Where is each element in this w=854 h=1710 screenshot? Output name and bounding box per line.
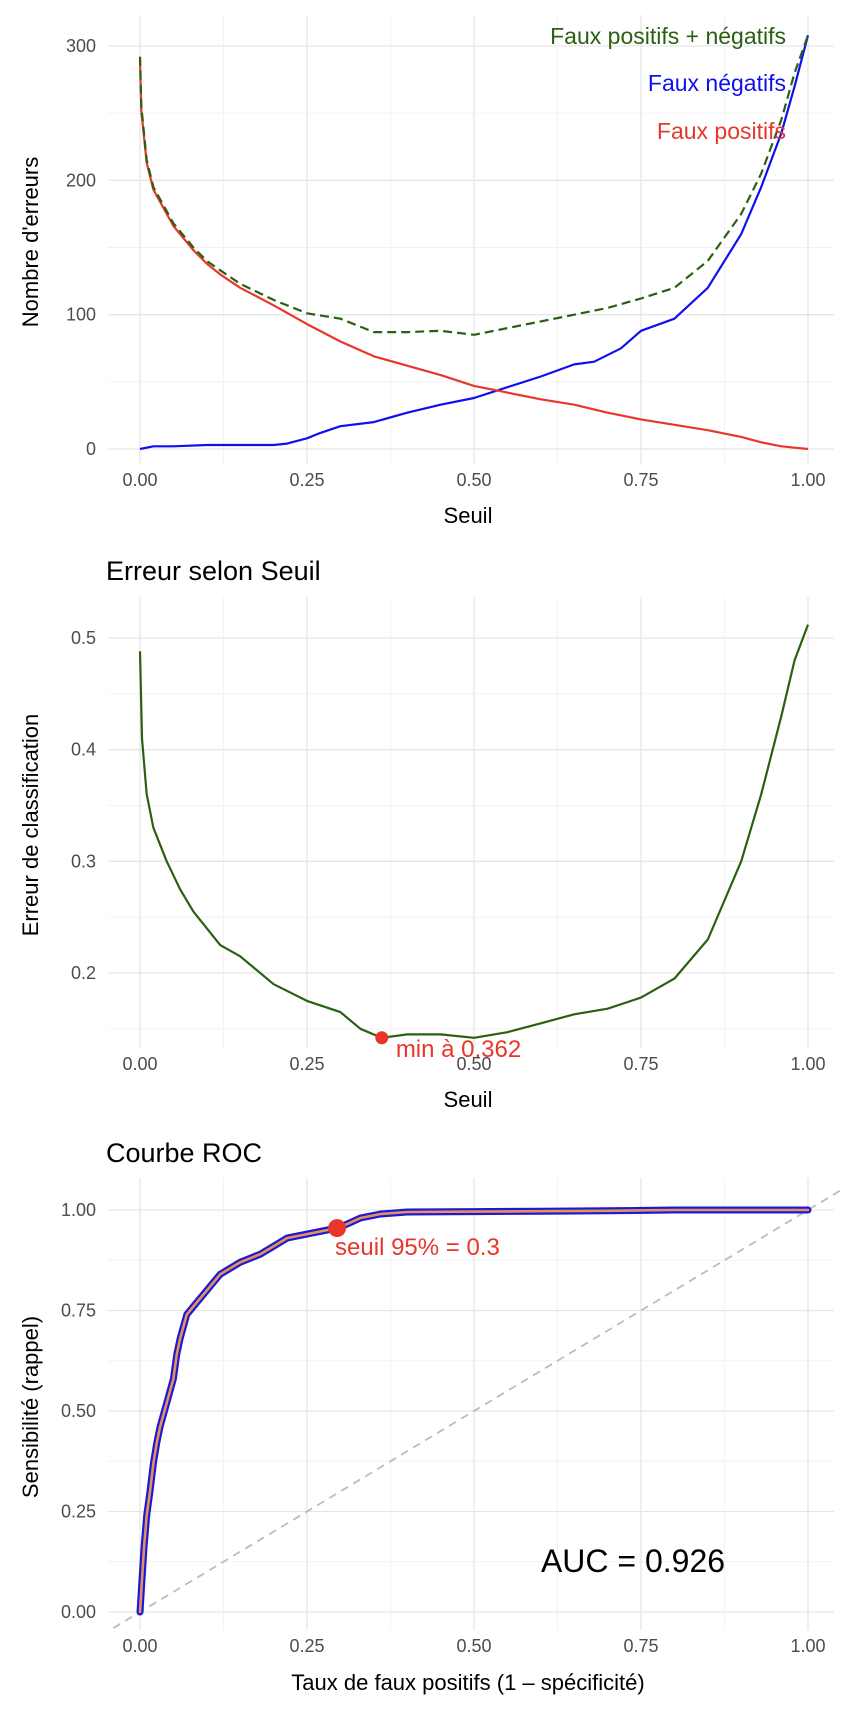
panel2-xlabel: Seuil [444, 1087, 493, 1112]
y-tick-label: 0.3 [71, 851, 96, 871]
panel1-ylabel: Nombre d'erreurs [18, 157, 43, 327]
x-tick-label: 1.00 [790, 1636, 825, 1656]
y-tick-label: 0.00 [61, 1602, 96, 1622]
panel1-ticks: 0.00 0.25 0.50 0.75 1.00 0 100 200 300 [66, 36, 826, 490]
panel1-grid [108, 15, 834, 465]
y-tick-label: 100 [66, 305, 96, 325]
y-tick-label: 0.4 [71, 740, 96, 760]
x-tick-label: 1.00 [790, 470, 825, 490]
panel1-xlabel: Seuil [444, 503, 493, 528]
y-tick-label: 0.2 [71, 963, 96, 983]
y-tick-label: 0.25 [61, 1502, 96, 1522]
x-tick-label: 0.00 [122, 1054, 157, 1074]
errors-count-panel: 0.00 0.25 0.50 0.75 1.00 0 100 200 300 Faux posi… [18, 15, 834, 528]
threshold-point [328, 1219, 347, 1238]
y-tick-label: 0.50 [61, 1401, 96, 1421]
series-line-fn [139, 35, 810, 451]
error-rate-panel: Erreur selon Seuil 0.00 0.25 0.50 0.75 1.000… [18, 556, 834, 1112]
legend-fp: Faux positifs [657, 118, 786, 144]
panel3-ticks: 0.00 0.25 0.50 0.75 1.00 0.00 0.25 0.50 0.75 1.00 [61, 1200, 826, 1656]
series-line-fp [138, 59, 809, 451]
panel3-grid [108, 1178, 834, 1630]
panel3-ylabel: Sensibilité (rappel) [18, 1316, 43, 1498]
x-tick-label: 0.75 [623, 1636, 658, 1656]
x-tick-label: 0.00 [122, 1636, 157, 1656]
panel2-series [138, 624, 810, 1045]
y-tick-label: 0 [86, 439, 96, 459]
min-annotation-label: min à 0.362 [396, 1036, 521, 1063]
panel3-series [112, 1187, 846, 1629]
x-tick-label: 0.25 [289, 1054, 324, 1074]
x-tick-label: 0.50 [456, 1054, 491, 1074]
x-tick-label: 0.25 [289, 1636, 324, 1656]
panel2-ylabel: Erreur de classification [18, 714, 43, 937]
x-tick-label: 0.75 [623, 470, 658, 490]
roc-curve [138, 1208, 810, 1614]
y-tick-label: 200 [66, 170, 96, 190]
roc-panel: Courbe ROC 0.00 0.25 0.50 0.75 1.000.000.250… [18, 1138, 846, 1695]
x-tick-label: 0.50 [456, 1636, 491, 1656]
roc-threshold-label: seuil 95% = 0.3 [335, 1234, 500, 1261]
diagonal-reference-line [112, 1187, 846, 1629]
legend-total: Faux positifs + négatifs [550, 23, 786, 49]
min-point [375, 1031, 389, 1045]
x-tick-label: 0.75 [623, 1054, 658, 1074]
x-tick-label: 0.50 [456, 470, 491, 490]
error-rate-line [138, 624, 810, 1039]
x-tick-label: 0.25 [289, 470, 324, 490]
panel2-grid [108, 597, 834, 1048]
y-tick-label: 300 [66, 36, 96, 56]
y-tick-label: 0.75 [61, 1301, 96, 1321]
y-tick-label: 1.00 [61, 1200, 96, 1220]
y-tick-label: 0.5 [71, 628, 96, 648]
x-tick-label: 1.00 [790, 1054, 825, 1074]
panel2-title: Erreur selon Seuil [106, 556, 321, 586]
panel1-series [138, 34, 810, 451]
panel3-xlabel: Taux de faux positifs (1 – spécificité) [291, 1670, 644, 1695]
panel2-ticks: 0.00 0.25 0.50 0.75 1.00 0.2 0.3 0.4 0.5 [71, 628, 826, 1074]
panel3-title: Courbe ROC [106, 1138, 262, 1168]
x-tick-label: 0.00 [122, 470, 157, 490]
legend-fn: Faux négatifs [648, 70, 786, 96]
series-line-total [138, 34, 810, 336]
auc-label: AUC = 0.926 [541, 1543, 725, 1579]
